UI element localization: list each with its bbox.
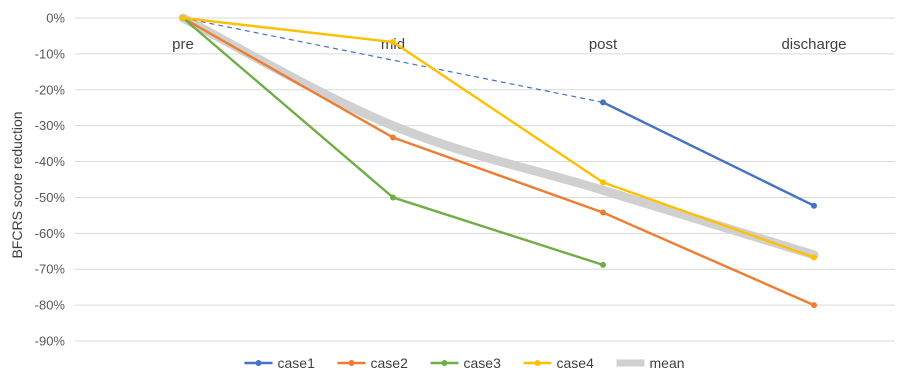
y-tick-label: 0% (46, 11, 65, 26)
data-point-case2 (811, 302, 817, 309)
legend-label-mean: mean (650, 355, 685, 371)
legend: case1 case2 case3 case4 mean (244, 355, 685, 371)
data-point-case4 (600, 179, 606, 186)
data-point-case2 (600, 209, 606, 216)
y-tick-label: -70% (35, 262, 66, 277)
y-tick-label: -10% (35, 46, 66, 61)
legend-marker-case4 (534, 360, 541, 366)
data-point-case4 (811, 254, 817, 261)
category-label-post: post (589, 36, 618, 53)
data-point-case4 (390, 39, 396, 46)
series-line-mean (178, 13, 819, 260)
data-point-case2 (390, 134, 396, 141)
series-line-case3 (182, 17, 394, 199)
series-line-case3 (392, 196, 604, 267)
series-line-case2 (182, 16, 394, 139)
category-label-discharge: discharge (781, 36, 846, 53)
legend-item-case3: case3 (430, 355, 502, 371)
series-line-case2 (602, 211, 815, 307)
y-tick-label: -60% (35, 226, 66, 241)
legend-item-mean: mean (616, 355, 685, 371)
y-axis-title: BFCRS score reduction (9, 111, 25, 258)
legend-label-case3: case3 (464, 355, 502, 371)
series-lines (178, 13, 819, 309)
y-axis-ticks: 0% -10% -20% -30% -40% -50% -60% -70% -80% -90% (35, 11, 66, 349)
data-point-case3 (600, 261, 606, 268)
series-line-case1 (602, 101, 815, 207)
series-line-case4 (392, 41, 604, 184)
data-point-case3 (390, 194, 396, 201)
y-tick-label: -90% (35, 334, 66, 349)
legend-item-case1: case1 (244, 355, 316, 371)
legend-marker-case1 (255, 360, 262, 366)
legend-item-case4: case4 (523, 355, 595, 371)
category-label-pre: pre (172, 36, 194, 53)
legend-item-case2: case2 (337, 355, 409, 371)
legend-label-case1: case1 (278, 355, 316, 371)
data-point-case1 (600, 99, 606, 106)
y-tick-label: -50% (35, 190, 66, 205)
y-tick-label: -80% (35, 298, 66, 313)
data-point-case4 (180, 15, 186, 21)
category-labels: premidpostdischarge (172, 36, 846, 53)
series-line-case4 (602, 181, 815, 259)
series-mean (178, 13, 819, 260)
data-point-case1 (811, 202, 817, 209)
y-tick-label: -20% (35, 82, 66, 97)
legend-label-case2: case2 (371, 355, 409, 371)
y-tick-label: -40% (35, 154, 66, 169)
series-line-case4 (182, 16, 394, 44)
series-case4 (180, 15, 817, 261)
y-tick-label: -30% (35, 118, 66, 133)
legend-label-case4: case4 (557, 355, 595, 371)
legend-marker-case2 (348, 360, 355, 366)
gridlines (75, 17, 895, 342)
series-line-case2 (392, 136, 604, 214)
legend-marker-case3 (441, 360, 448, 366)
